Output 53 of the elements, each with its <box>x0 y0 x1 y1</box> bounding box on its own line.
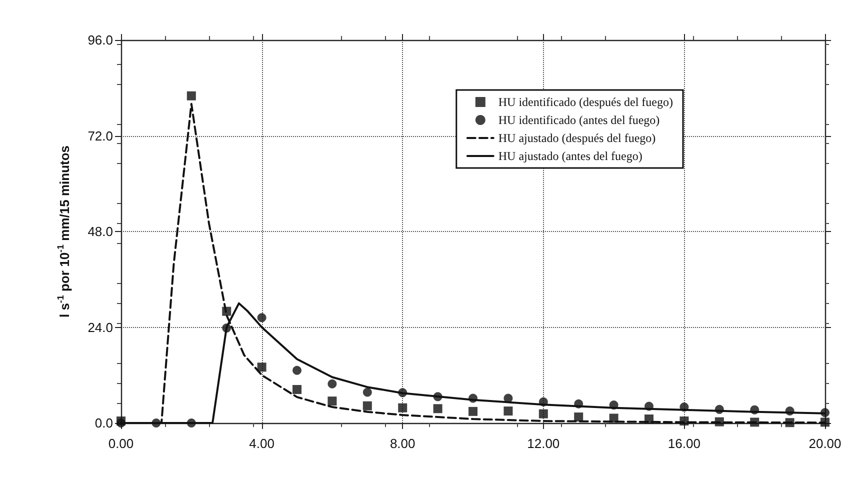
point <box>750 405 760 414</box>
x-tick-label: 16.00 <box>668 436 700 451</box>
x-tick-label: 8.00 <box>390 436 416 451</box>
point <box>644 414 654 424</box>
x-tick-label: 4.00 <box>249 436 274 451</box>
y-tick-label: 96.0 <box>88 32 113 48</box>
point <box>433 404 442 414</box>
point <box>785 418 794 428</box>
x-tick-label: 12.00 <box>527 436 560 451</box>
point <box>186 91 196 100</box>
y-tick-label: 72.0 <box>88 128 113 144</box>
point <box>644 402 654 411</box>
point <box>398 388 408 398</box>
x-tick-label: 20.00 <box>808 436 842 451</box>
point <box>362 401 372 410</box>
point <box>257 313 266 322</box>
point <box>292 366 302 375</box>
point <box>222 306 232 316</box>
point <box>680 402 689 412</box>
legend-label: HU identificado (después del fuego) <box>498 95 674 109</box>
point <box>714 404 724 414</box>
point <box>222 324 232 333</box>
point <box>257 362 266 372</box>
y-tick-label: 24.0 <box>88 320 113 335</box>
point <box>750 418 760 427</box>
point <box>714 417 724 426</box>
point <box>328 379 337 388</box>
legend-label: HU ajustado (antes del fuego) <box>498 149 642 163</box>
point <box>398 403 408 412</box>
point <box>574 412 584 422</box>
point <box>362 388 372 397</box>
point <box>504 406 513 416</box>
point <box>574 399 584 408</box>
legend-label: HU identificado (antes del fuego) <box>498 113 660 127</box>
point <box>680 416 689 426</box>
x-tick-label: 0.00 <box>108 436 134 451</box>
point <box>538 409 548 418</box>
point <box>328 396 337 406</box>
point <box>820 408 830 418</box>
legend-label: HU ajustado (después del fuego) <box>498 131 656 145</box>
point <box>292 384 302 394</box>
point <box>186 418 196 428</box>
y-axis-title: l s-1 por 10-1 mm/15 minutos <box>56 145 72 318</box>
point <box>538 397 548 406</box>
point <box>785 406 794 416</box>
point <box>433 392 442 402</box>
point <box>609 400 618 410</box>
point <box>468 406 478 416</box>
y-tick-label: 0.0 <box>94 416 113 430</box>
point <box>152 418 161 428</box>
y-tick-label: 48.0 <box>88 224 113 239</box>
point <box>609 414 618 423</box>
point <box>468 394 478 403</box>
